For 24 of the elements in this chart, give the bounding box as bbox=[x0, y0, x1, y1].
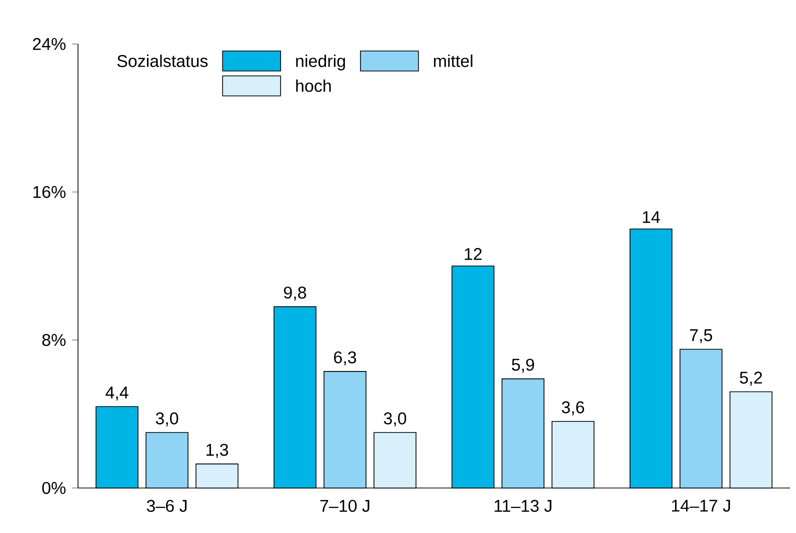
data-label: 3,0 bbox=[384, 412, 406, 426]
x-tick-label: 7–10 J bbox=[320, 500, 370, 512]
data-label: 14 bbox=[642, 211, 660, 223]
data-label: 3,6 bbox=[562, 401, 584, 416]
data-label: 5,9 bbox=[512, 358, 534, 373]
data-label: 1,3 bbox=[206, 444, 228, 458]
legend-label: mittel bbox=[434, 54, 472, 68]
y-tick-label: 24% bbox=[32, 38, 66, 50]
legend-label: niedrig bbox=[296, 54, 345, 70]
data-label: 4,4 bbox=[106, 386, 128, 401]
data-label: 3,0 bbox=[156, 412, 178, 426]
y-tick-label: 0% bbox=[42, 482, 66, 494]
legend-title: Sozialstatus bbox=[117, 54, 208, 68]
data-label: 7,5 bbox=[690, 329, 712, 344]
data-label: 5,2 bbox=[740, 372, 762, 386]
data-label: 12 bbox=[464, 248, 482, 260]
legend-label: hoch bbox=[296, 79, 331, 92]
y-tick-label: 16% bbox=[33, 186, 66, 198]
x-tick-label: 14–17 J bbox=[672, 500, 730, 512]
data-label: 6,3 bbox=[334, 351, 356, 366]
y-tick-label: 8% bbox=[42, 334, 66, 346]
data-label: 9,8 bbox=[284, 286, 306, 301]
x-tick-label: 3–6 J bbox=[146, 500, 187, 512]
x-tick-label: 11–13 J bbox=[494, 500, 552, 512]
